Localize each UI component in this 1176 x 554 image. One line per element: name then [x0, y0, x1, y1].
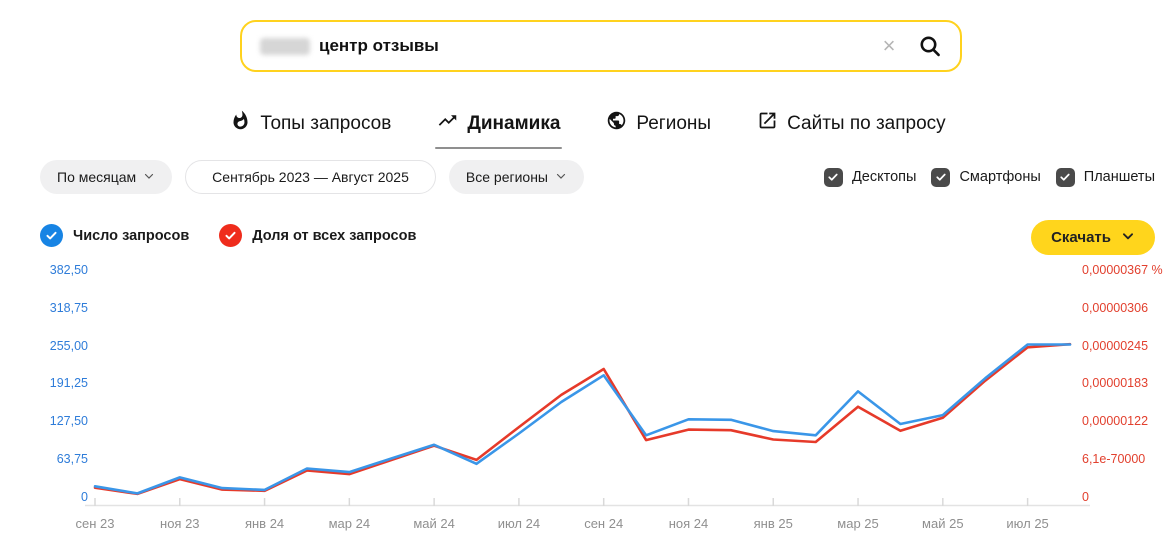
tab-regions[interactable]: Регионы [606, 110, 711, 149]
clear-search-icon[interactable]: × [882, 33, 896, 58]
y-tick-label: 0 [81, 489, 88, 504]
blurred-query-prefix [260, 37, 310, 55]
checkbox-desktops[interactable]: Десктопы [823, 167, 917, 187]
chevron-down-icon [555, 169, 567, 185]
period-label: Сентябрь 2023 — Август 2025 [212, 169, 409, 185]
checkbox-label: Десктопы [851, 169, 917, 185]
region-select[interactable]: Все регионы [448, 160, 584, 194]
y-tick-label: 191,25 [49, 376, 88, 391]
toggle-share-of-queries[interactable]: Доля от всех запросов [219, 224, 416, 247]
x-tick-label: сен 23 [75, 516, 115, 531]
y-tick-label: 318,75 [49, 300, 88, 315]
x-tick-label: мар 24 [328, 516, 371, 531]
y-tick-label: 382,50 [49, 263, 88, 277]
chevron-down-icon [1121, 229, 1135, 247]
x-tick-label: июл 24 [497, 516, 541, 531]
tab-label: Сайты по запросу [787, 112, 946, 134]
x-tick-label: ноя 24 [668, 516, 709, 531]
x-tick-label: май 24 [413, 516, 455, 531]
tab-label: Топы запросов [260, 112, 392, 134]
download-label: Скачать [1051, 229, 1111, 246]
trending-up-icon [437, 110, 458, 137]
checkbox-tablets[interactable]: Планшеты [1055, 167, 1155, 187]
region-label: Все регионы [465, 169, 548, 185]
search-input[interactable]: центр отзывы [319, 36, 439, 55]
period-select[interactable]: Сентябрь 2023 — Август 2025 [185, 160, 436, 194]
blue-check-icon [40, 224, 63, 247]
y-tick-label: 127,50 [49, 414, 88, 429]
y-axis-right-labels: 0,00000367 % 0,00000306 0,00000245 0,000001… [1082, 262, 1174, 505]
checkbox-checked-icon [1055, 167, 1075, 187]
filters-row: По месяцам Сентябрь 2023 — Август 2025 В… [40, 160, 584, 194]
checkbox-smartphones[interactable]: Смартфоны [931, 167, 1041, 187]
x-tick-label: сен 24 [584, 516, 624, 531]
x-tick-label: янв 25 [753, 516, 793, 531]
toggle-label: Доля от всех запросов [252, 227, 417, 244]
search-icon[interactable] [918, 34, 942, 58]
checkbox-checked-icon [931, 167, 951, 187]
tab-sites-by-query[interactable]: Сайты по запросу [757, 110, 946, 149]
tab-label: Динамика [467, 112, 561, 134]
tab-top-queries[interactable]: Топы запросов [230, 110, 391, 149]
search-bar[interactable]: центр отзывы × [240, 20, 962, 72]
y-tick-label: 0,00000183 [1082, 376, 1149, 391]
y-tick-label: 0,00000245 [1082, 338, 1149, 353]
tab-dynamics[interactable]: Динамика [435, 110, 563, 149]
globe-icon [606, 110, 627, 137]
section-tabs: Топы запросов Динамика Регионы Сайты по … [0, 110, 1176, 149]
checkbox-label: Планшеты [1083, 169, 1155, 185]
y-tick-label: 0,00000367 % [1082, 263, 1163, 277]
toggle-query-count[interactable]: Число запросов [40, 224, 189, 247]
checkbox-label: Смартфоны [959, 169, 1041, 185]
chevron-down-icon [143, 169, 155, 185]
y-axis-left-labels: 382,50 318,75 255,00 191,25 127,50 63,75 0 [30, 262, 88, 505]
x-tick-label: ноя 23 [160, 516, 200, 531]
red-check-icon [219, 224, 243, 247]
tab-label: Регионы [636, 112, 712, 134]
external-link-icon [757, 110, 778, 137]
y-tick-label: 0,00000122 [1082, 414, 1149, 429]
y-tick-label: 0,00000306 [1082, 300, 1149, 315]
x-tick-label: янв 24 [244, 516, 285, 531]
toggle-label: Число запросов [73, 227, 190, 244]
granularity-label: По месяцам [57, 169, 137, 185]
y-tick-label: 6,1e-70000 [1082, 452, 1146, 467]
device-filters: Десктопы Смартфоны Планшеты [823, 160, 1155, 194]
series-legend: Число запросов Доля от всех запросов [40, 224, 416, 247]
y-tick-label: 255,00 [49, 338, 88, 353]
x-tick-label: июл 25 [1006, 516, 1049, 531]
checkbox-checked-icon [823, 167, 843, 187]
granularity-select[interactable]: По месяцам [40, 160, 173, 194]
y-tick-label: 0 [1082, 489, 1089, 504]
flame-icon [230, 110, 251, 137]
x-tick-label: мар 25 [837, 516, 879, 531]
download-button[interactable]: Скачать [1031, 220, 1155, 255]
x-tick-label: май 25 [922, 516, 964, 531]
y-tick-label: 63,75 [56, 452, 88, 467]
